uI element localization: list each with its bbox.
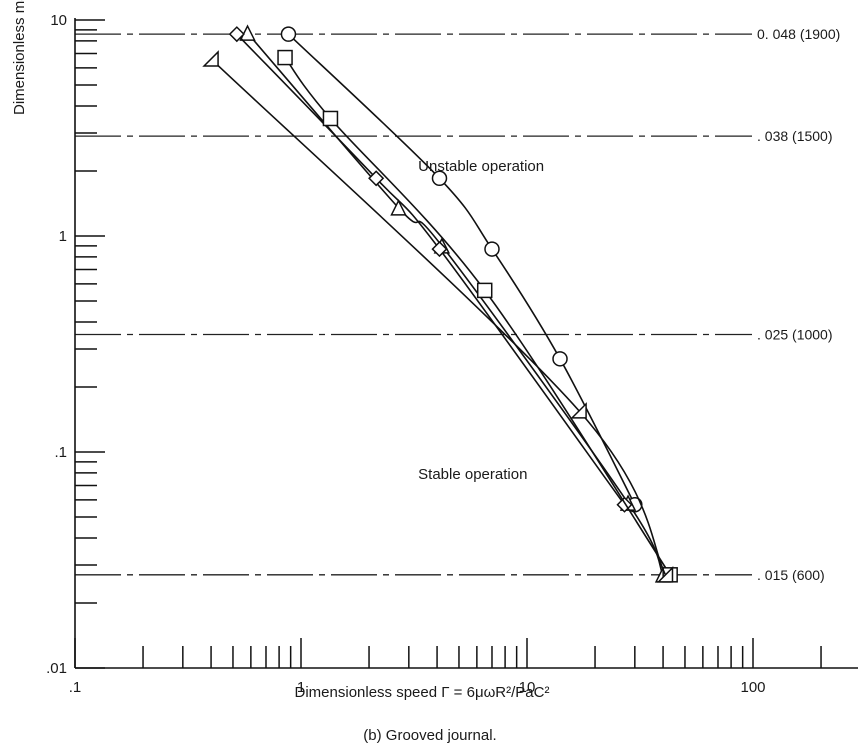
circle-marker [431, 170, 448, 187]
series-line-circle [287, 33, 636, 506]
square-marker [476, 282, 493, 299]
series-half-triangle [202, 50, 674, 583]
x-tick-label: 10 [519, 679, 536, 696]
square-marker [322, 110, 339, 127]
series-line-diamond [236, 33, 626, 506]
x-tick-label: .1 [69, 679, 82, 696]
half-triangle-marker [656, 566, 674, 583]
x-axis-title: Dimensionless speed Γ = 6μωR²/PaC² [295, 684, 550, 701]
series-triangle [239, 24, 672, 583]
reference-line-label: 0. 048 (1900) [757, 26, 840, 42]
half-triangle-marker [570, 402, 587, 419]
series-line-triangle [246, 32, 664, 576]
axes [74, 18, 858, 669]
x-tick-label: 1 [297, 679, 305, 696]
series-layer [202, 24, 678, 583]
triangle-marker [390, 199, 407, 216]
diamond-marker [431, 241, 448, 258]
half-triangle-marker [202, 50, 219, 67]
series-line-square [284, 57, 671, 576]
series-diamond [228, 26, 633, 513]
series-square [277, 49, 678, 583]
diamond-marker [368, 170, 385, 187]
circle-marker [280, 26, 297, 42]
circle-marker [484, 241, 500, 257]
square-marker [277, 49, 293, 66]
y-tick-label: 1 [59, 228, 67, 245]
diamond-marker [228, 26, 245, 43]
reference-line-label: . 038 (1500) [757, 128, 833, 144]
series-line-half-triangle [210, 58, 667, 576]
figure-caption: (b) Grooved journal. [363, 727, 496, 744]
reference-line-label: . 025 (1000) [757, 326, 833, 342]
y-tick-label: 10 [50, 12, 67, 29]
reference-lines [75, 33, 752, 576]
circle-marker [552, 351, 568, 367]
triangle-marker [239, 24, 256, 41]
region-annotation: Stable operation [418, 466, 527, 483]
y-axis-title: Dimensionless mass [11, 0, 28, 115]
reference-line-label: . 015 (600) [757, 567, 825, 583]
region-annotation: Unstable operation [418, 158, 544, 175]
y-tick-label: .1 [54, 444, 67, 461]
x-tick-label: 100 [740, 679, 765, 696]
y-tick-label: .01 [46, 660, 67, 677]
series-circle [280, 26, 643, 513]
